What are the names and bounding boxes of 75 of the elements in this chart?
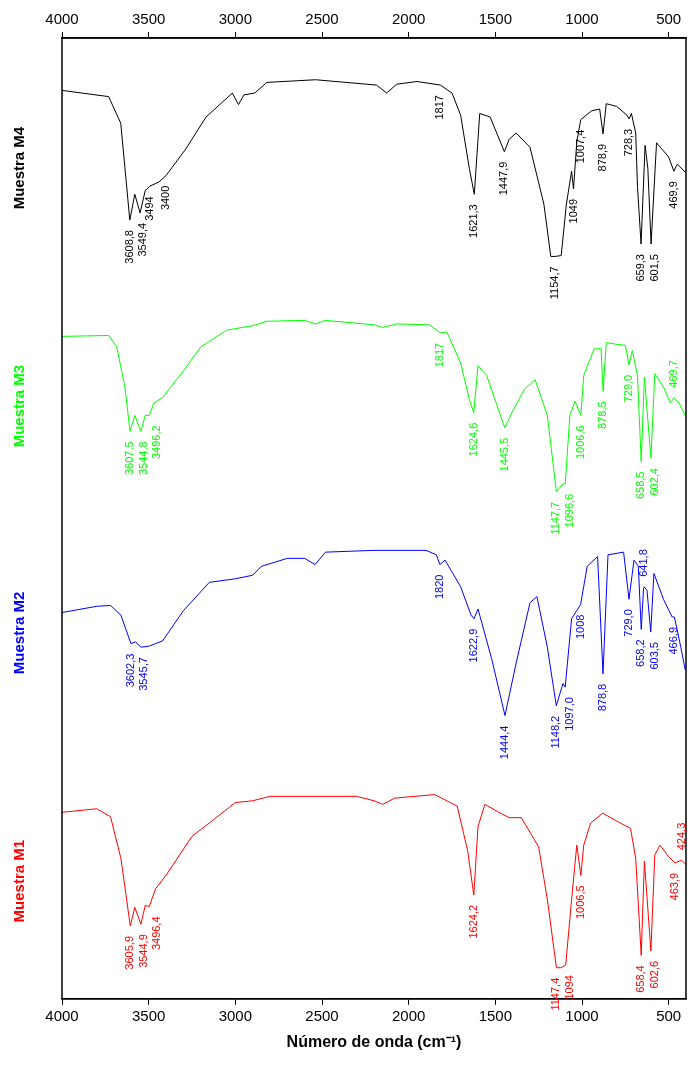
x2-tick-label: 4000 xyxy=(45,10,79,28)
annotation: 3496,2 xyxy=(150,425,163,460)
x-tick-label: 3000 xyxy=(218,1006,253,1024)
annotation: 728,3 xyxy=(622,128,635,157)
annotation: 3544,8 xyxy=(136,441,149,476)
annotation: 1154,7 xyxy=(548,266,561,300)
x2-tick-label: 2500 xyxy=(305,10,339,28)
annotation: 1444,4 xyxy=(498,725,510,760)
x2-tick-label: 2000 xyxy=(391,10,426,28)
annotation: 463,9 xyxy=(667,872,680,901)
annotation: 469,7 xyxy=(666,360,679,388)
annotation: 3602,3 xyxy=(123,653,136,688)
annotation: 658,2 xyxy=(634,639,647,667)
annotation: 3400 xyxy=(159,185,172,211)
annotation: 641,8 xyxy=(637,549,650,577)
annotation: 1008 xyxy=(573,614,586,640)
x2-tick-label: 1000 xyxy=(565,10,599,28)
annotation: 1622,9 xyxy=(467,628,480,663)
text: Muestra M4 xyxy=(10,126,28,210)
annotation: 1817 xyxy=(433,342,446,368)
annotation: 424,3 xyxy=(674,822,687,851)
annotation: 3545,7 xyxy=(137,657,150,691)
annotation: 1007,4 xyxy=(573,129,586,164)
text: Muestra M3 xyxy=(10,364,28,448)
annotation: 3549,4 xyxy=(136,222,149,257)
x-tick-label: 3500 xyxy=(131,1006,166,1024)
x-tick-label: 1000 xyxy=(565,1006,599,1024)
annotation: 878,5 xyxy=(596,401,609,429)
text: Muestra M1 xyxy=(10,839,28,923)
x-tick-label: 2500 xyxy=(305,1006,339,1024)
annotation: 878,8 xyxy=(596,683,609,712)
annotation: 1820 xyxy=(432,574,445,600)
x-tick-label: 4000 xyxy=(45,1006,79,1024)
annotation: 1094 xyxy=(562,975,575,1000)
annotation: 1006,5 xyxy=(573,885,586,920)
annotation: 1049 xyxy=(566,198,579,224)
annotation: 1621,3 xyxy=(467,204,480,238)
text: Muestra M2 xyxy=(10,591,28,675)
annotation: 3607,5 xyxy=(123,441,136,476)
x2-tick-label: 1500 xyxy=(478,10,513,28)
annotation: 3608,8 xyxy=(122,230,135,264)
annotation: 3605,9 xyxy=(123,935,136,970)
annotation: 601,5 xyxy=(647,254,660,282)
annotation: 729,0 xyxy=(622,609,634,637)
x2-tick-label: 3000 xyxy=(218,10,253,28)
x-tick-label: 500 xyxy=(656,1006,682,1024)
annotation: 3494 xyxy=(142,196,155,221)
annotation: 658,5 xyxy=(634,471,647,500)
x2-tick-label: 500 xyxy=(656,10,682,28)
annotation: 1817 xyxy=(433,95,446,120)
annotation: 729,0 xyxy=(622,374,634,403)
annotation: 1006,6 xyxy=(573,425,586,460)
annotation: 466,9 xyxy=(667,626,680,655)
annotation: 603,5 xyxy=(647,642,660,670)
annotation: 3544,9 xyxy=(136,934,149,968)
annotation: 1148,2 xyxy=(549,715,562,749)
annotation: 1624,6 xyxy=(466,422,479,457)
annotation: 1447,9 xyxy=(497,161,510,196)
annotation: 659,3 xyxy=(634,254,647,282)
annotation: 658,4 xyxy=(634,965,647,993)
x2-tick-label: 3500 xyxy=(131,10,166,28)
annotation: 1445,5 xyxy=(497,437,510,472)
annotation: 602,4 xyxy=(647,468,660,496)
annotation: 878,9 xyxy=(596,143,609,172)
annotation: 469,9 xyxy=(666,181,679,209)
x-tick-label: 1500 xyxy=(478,1006,513,1024)
annotation: 1147,7 xyxy=(549,501,562,535)
annotation: 602,6 xyxy=(647,960,660,989)
x-tick-label: 2000 xyxy=(391,1006,426,1024)
annotation: 1097,0 xyxy=(562,697,575,731)
x-axis-title: Número de onda (cm⁻¹) xyxy=(286,1032,462,1050)
annotation: 3496,4 xyxy=(150,916,163,951)
annotation: 1147,4 xyxy=(549,977,562,1011)
annotation: 1096,6 xyxy=(562,493,575,528)
annotation: 1624,2 xyxy=(466,904,479,939)
